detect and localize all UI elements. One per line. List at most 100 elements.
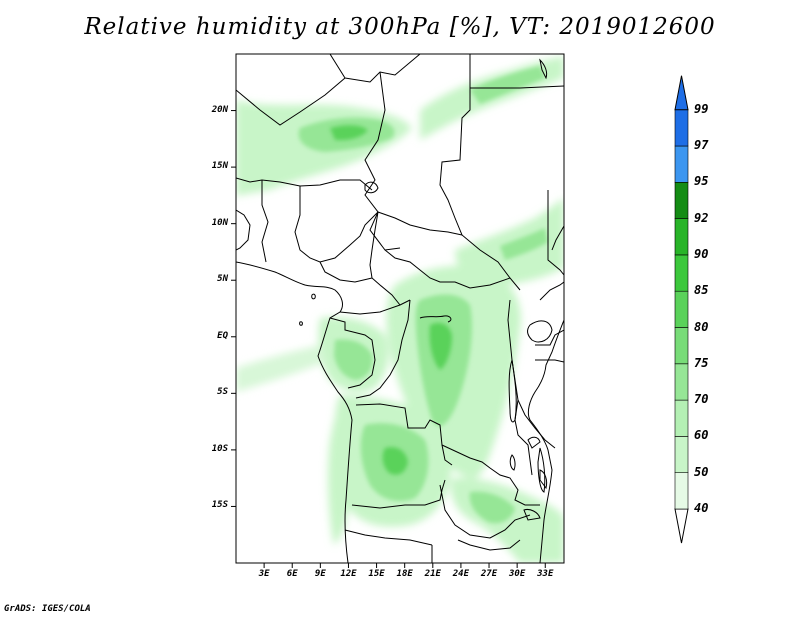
lon-tick-label: 12E bbox=[340, 569, 357, 579]
colorbar-segment bbox=[674, 254, 689, 292]
border-14 bbox=[329, 317, 376, 389]
colorbar-segment bbox=[674, 399, 689, 437]
lake-victoria bbox=[527, 320, 553, 343]
border-4 bbox=[439, 54, 521, 291]
lat-tick-label: 15N bbox=[211, 161, 228, 172]
border-2 bbox=[344, 54, 421, 83]
colorbar-level-label: 60 bbox=[694, 428, 709, 443]
lake-mweru bbox=[509, 454, 516, 471]
horn-coast bbox=[551, 225, 564, 251]
island-bioko bbox=[311, 293, 316, 300]
border-3 bbox=[364, 71, 401, 251]
humidity-region-southeast bbox=[450, 477, 564, 563]
colorbar-level-label: 50 bbox=[694, 464, 709, 479]
lon-tick-label: 15E bbox=[368, 569, 385, 579]
lon-tick-label: 27E bbox=[480, 569, 498, 579]
border-11 bbox=[369, 211, 401, 306]
lon-tick-label: 30E bbox=[509, 569, 526, 579]
plot-frame bbox=[235, 53, 565, 564]
lake-bangweulu bbox=[523, 509, 541, 521]
lat-tick-label: 5S bbox=[217, 387, 228, 398]
border-25 bbox=[535, 359, 564, 363]
border-24 bbox=[535, 329, 564, 346]
map-title: Relative humidity at 300hPa [%], VT: 201… bbox=[84, 14, 716, 40]
colorbar bbox=[674, 75, 689, 544]
border-20 bbox=[439, 484, 531, 539]
border-5 bbox=[470, 85, 564, 89]
colorbar-segment bbox=[674, 109, 689, 147]
colorbar-level-label: 95 bbox=[694, 174, 709, 189]
colorbar-segment bbox=[674, 182, 689, 219]
border-8 bbox=[294, 186, 379, 263]
colorbar-level-label: 99 bbox=[694, 101, 709, 116]
border-26 bbox=[517, 399, 556, 449]
border-9 bbox=[377, 211, 463, 236]
grads-credit: GrADS: IGES/COLA bbox=[4, 604, 91, 614]
border-27 bbox=[236, 209, 251, 251]
lat-tick-label: EQ bbox=[217, 330, 228, 341]
humidity-peak-sahel bbox=[330, 125, 368, 141]
border-15 bbox=[355, 299, 411, 399]
lon-tick-label: 33E bbox=[537, 569, 554, 579]
humidity-peak-congo bbox=[429, 322, 452, 370]
colorbar-above-triangle bbox=[674, 75, 689, 111]
colorbar-segment bbox=[674, 145, 689, 183]
border-17 bbox=[441, 444, 540, 506]
colorbar-segment bbox=[674, 436, 689, 473]
lake-albert bbox=[539, 469, 548, 490]
colorbar-level-label: 97 bbox=[694, 138, 709, 152]
border-16 bbox=[355, 403, 453, 466]
coastline-west-africa bbox=[236, 261, 353, 563]
island-sao-tome bbox=[299, 321, 303, 326]
axis-ticks bbox=[231, 110, 546, 568]
border-13 bbox=[339, 299, 411, 315]
colorbar-level-label: 85 bbox=[694, 283, 709, 298]
country-borders bbox=[236, 54, 564, 563]
humidity-core-gabon bbox=[334, 339, 373, 380]
colorbar-segment bbox=[674, 363, 689, 401]
border-7 bbox=[261, 180, 269, 263]
colorbar-below-triangle bbox=[674, 508, 689, 544]
coastline-east-africa bbox=[527, 319, 564, 563]
border-23 bbox=[457, 539, 521, 551]
colorbar-segment bbox=[674, 218, 689, 256]
lon-tick-label: 21E bbox=[424, 569, 441, 579]
lat-tick-label: 10N bbox=[211, 217, 228, 228]
humidity-peak-angola bbox=[382, 447, 408, 475]
colorbar-level-label: 75 bbox=[694, 355, 709, 370]
lon-tick-label: 18E bbox=[396, 569, 413, 579]
river-congo bbox=[419, 315, 452, 323]
border-21 bbox=[344, 529, 433, 546]
lat-tick-label: 10S bbox=[211, 443, 228, 454]
border-28 bbox=[547, 190, 564, 276]
lat-tick-label: 20N bbox=[211, 104, 228, 115]
lat-tick-label: 15S bbox=[211, 500, 228, 511]
humidity-region-sw bbox=[327, 420, 350, 545]
lon-tick-label: 6E bbox=[286, 569, 298, 579]
border-10 bbox=[384, 249, 511, 289]
lon-tick-label: 3E bbox=[258, 569, 270, 579]
humidity-core-northeast bbox=[470, 66, 545, 104]
lake-tanganyika bbox=[508, 359, 517, 423]
colorbar-level-label: 90 bbox=[694, 246, 709, 261]
lake-kivu bbox=[539, 58, 548, 80]
colorbar-level-label: 92 bbox=[694, 210, 709, 225]
colorbar-segment bbox=[674, 472, 689, 510]
lake-malawi bbox=[537, 447, 546, 493]
colorbar-segment bbox=[674, 327, 689, 365]
humidity-band-east bbox=[455, 198, 564, 286]
humidity-band-atlantic bbox=[236, 345, 326, 392]
lake-kyoga bbox=[527, 436, 541, 449]
lat-tick-label: 5N bbox=[217, 274, 228, 285]
border-19 bbox=[351, 479, 446, 509]
humidity-core-southeast bbox=[469, 491, 515, 524]
colorbar-level-label: 80 bbox=[694, 319, 709, 334]
humidity-core-east bbox=[500, 228, 548, 260]
colorbar-level-label: 70 bbox=[694, 392, 709, 407]
border-12 bbox=[319, 261, 373, 283]
humidity-field bbox=[236, 56, 564, 563]
colorbar-level-label: 40 bbox=[694, 501, 709, 515]
lon-tick-label: 9E bbox=[314, 569, 326, 579]
lon-tick-label: 24E bbox=[452, 569, 470, 579]
